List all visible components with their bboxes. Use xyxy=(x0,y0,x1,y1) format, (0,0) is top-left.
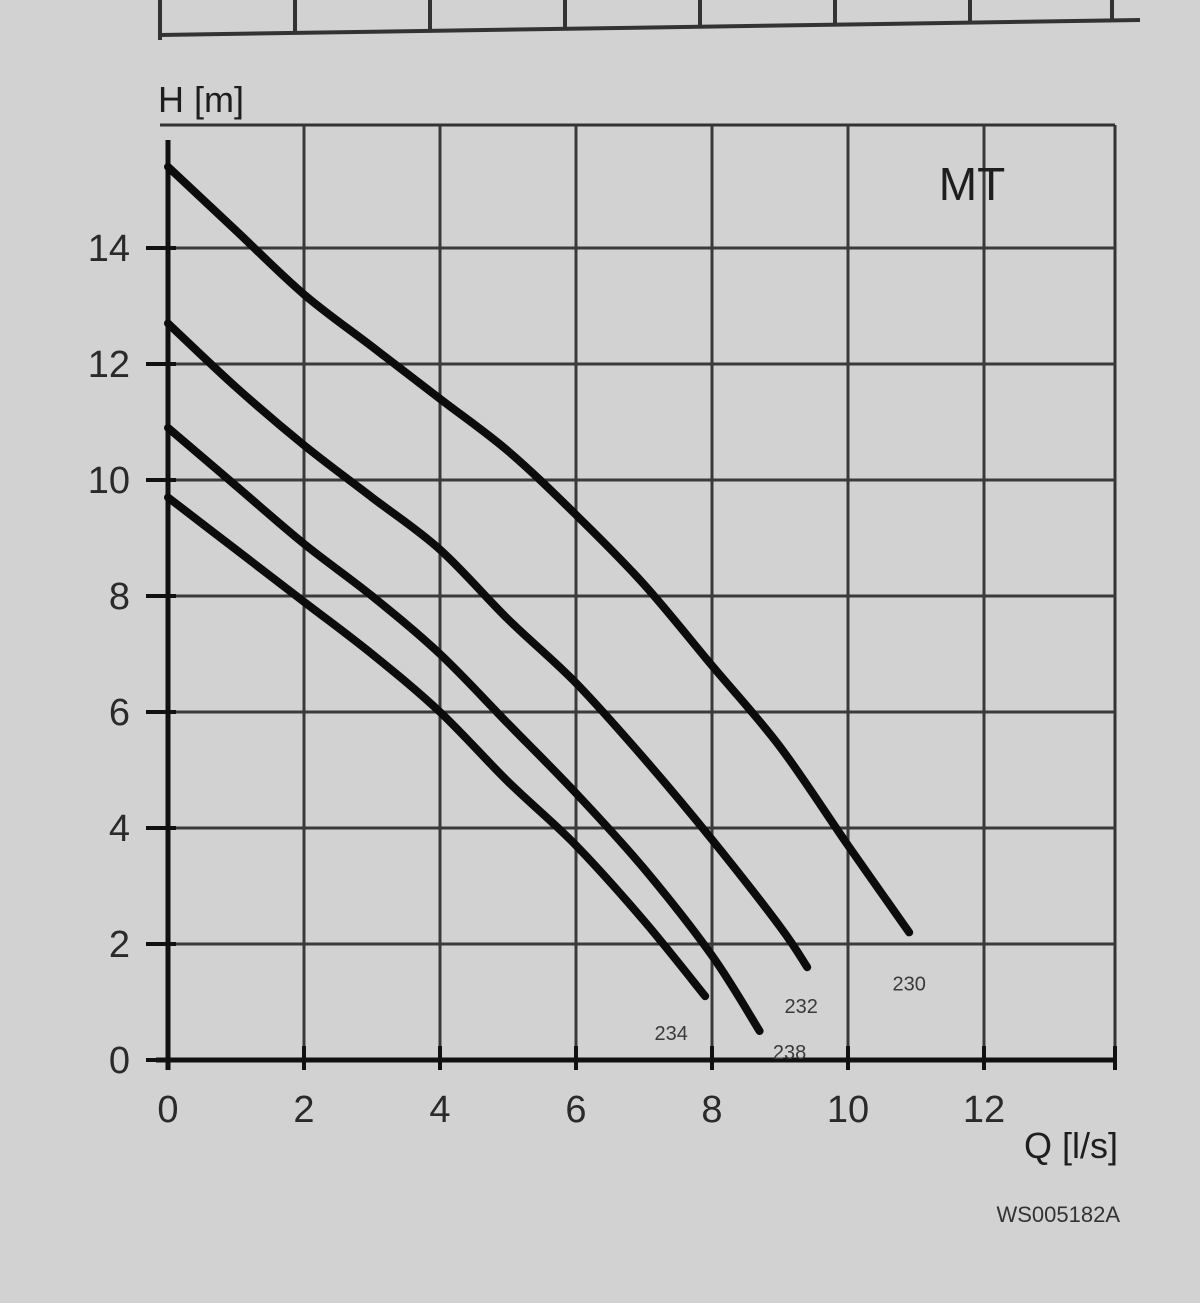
series-line-232 xyxy=(164,319,812,972)
series-line-230 xyxy=(164,162,914,937)
x-tick-label-0: 0 xyxy=(157,1089,178,1131)
y-tick-label-6: 6 xyxy=(109,692,130,734)
series-label-230: 230 xyxy=(893,973,926,995)
y-tick-label-12: 12 xyxy=(88,344,130,386)
grid xyxy=(168,125,1115,1060)
y-tick-label-14: 14 xyxy=(88,228,130,270)
series-line-238 xyxy=(164,423,764,1035)
y-tick-label-4: 4 xyxy=(109,808,130,850)
series-lines xyxy=(164,162,914,1035)
plot-frame xyxy=(160,123,1117,1060)
series-label-238: 238 xyxy=(773,1042,806,1064)
x-axis-title: Q [l/s] xyxy=(1024,1125,1118,1166)
y-tick-labels: 0 2 4 6 8 10 12 14 xyxy=(88,228,130,1082)
x-tick-label-8: 8 xyxy=(701,1089,722,1131)
figure-code: WS005182A xyxy=(996,1202,1120,1227)
series-labels: 230 232 238 234 xyxy=(655,973,926,1064)
y-tick-label-0: 0 xyxy=(109,1040,130,1082)
series-line-234 xyxy=(164,493,710,1001)
x-tick-label-12: 12 xyxy=(963,1089,1005,1131)
previous-chart-remnant xyxy=(158,0,1141,40)
x-tick-label-4: 4 xyxy=(429,1089,450,1131)
x-tick-label-2: 2 xyxy=(293,1089,314,1131)
axes xyxy=(146,140,1117,1070)
y-axis-title: H [m] xyxy=(158,79,244,120)
y-tick-label-2: 2 xyxy=(109,924,130,966)
y-tick-label-10: 10 xyxy=(88,460,130,502)
series-label-232: 232 xyxy=(785,996,818,1018)
y-tick-label-8: 8 xyxy=(109,576,130,618)
x-tick-label-10: 10 xyxy=(827,1089,869,1131)
chart-title-mt: MT xyxy=(939,158,1005,210)
x-tick-labels: 0 2 4 6 8 10 12 xyxy=(157,1089,1005,1131)
x-tick-label-6: 6 xyxy=(565,1089,586,1131)
series-label-234: 234 xyxy=(655,1023,688,1045)
